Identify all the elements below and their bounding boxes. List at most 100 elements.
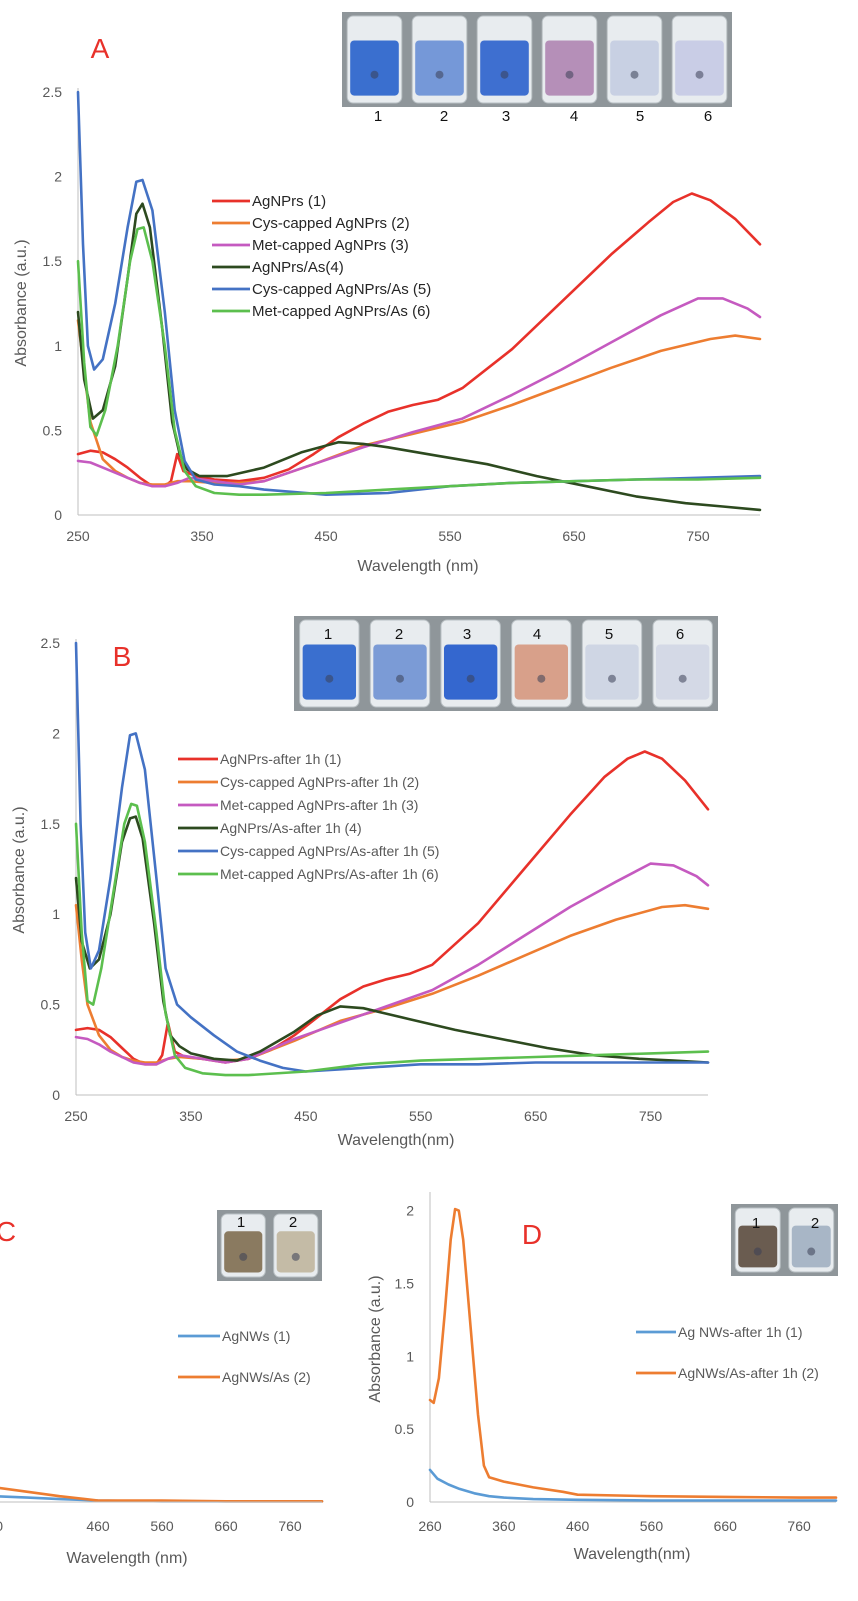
y-tick-label: 0.5 <box>41 997 61 1013</box>
vial-number: 1 <box>752 1215 760 1232</box>
legend-label-3: Met-capped AgNPrs (3) <box>252 237 409 254</box>
stir-bar <box>537 674 546 683</box>
stir-bar <box>565 70 574 79</box>
vial-number: 1 <box>374 108 382 125</box>
stir-bar <box>500 70 509 79</box>
vial-number: 2 <box>395 626 403 643</box>
y-tick-label: 1 <box>52 906 60 922</box>
x-tick-label: 450 <box>294 1108 318 1124</box>
y-tick-label: 0.5 <box>43 422 63 438</box>
vial-number: 3 <box>502 108 510 125</box>
vial-liquid <box>585 644 639 700</box>
y-tick-label: 2 <box>52 725 60 741</box>
x-tick-label: 350 <box>190 528 214 544</box>
vial-number: 5 <box>636 108 644 125</box>
inset-photo: 1 2 3 4 5 6 <box>294 616 718 711</box>
chart-panel-b: 0 0.5 1 1.5 2 2.5 250 350 450 550 650 750 Wavelength… <box>11 616 718 1149</box>
legend-label-2: Cys-capped AgNPrs (2) <box>252 215 410 232</box>
series-line-3 <box>74 862 710 1066</box>
inset-background <box>294 616 718 711</box>
y-axis-label: Absorbance (a.u.) <box>13 239 30 366</box>
x-axis-label: Wavelength (nm) <box>357 558 478 575</box>
x-tick-label: 750 <box>686 528 710 544</box>
series-line-2 <box>0 1486 324 1503</box>
legend: Ag NWs-after 1h (1) AgNWs/As-after 1h (2) <box>636 1324 819 1381</box>
panel-label: A <box>91 33 110 64</box>
legend-label-5: Cys-capped AgNPrs/As (5) <box>252 281 431 298</box>
x-axis-label: Wavelength (nm) <box>66 1550 187 1567</box>
legend-label-6: Met-capped AgNPrs/As (6) <box>252 303 430 320</box>
legend-label-1: AgNWs (1) <box>222 1328 290 1344</box>
series-line-2 <box>76 319 762 486</box>
y-tick-label: 1.5 <box>395 1275 415 1291</box>
vial-number: 4 <box>533 626 541 643</box>
stir-bar <box>466 674 475 683</box>
series-line-5 <box>74 641 710 1073</box>
x-tick-label: 760 <box>278 1518 302 1534</box>
vial-liquid <box>224 1231 263 1273</box>
vial-liquid <box>545 40 594 96</box>
x-axis-label: Wavelength(nm) <box>338 1132 455 1149</box>
legend: AgNWs (1) AgNWs/As (2) <box>178 1328 311 1385</box>
stir-bar <box>370 70 379 79</box>
vial-number: 2 <box>811 1215 819 1232</box>
legend: AgNPrs-after 1h (1) Cys-capped AgNPrs-aft… <box>178 751 439 882</box>
y-axis-label: Absorbance (a.u.) <box>367 1275 384 1402</box>
stir-bar <box>325 674 334 683</box>
series-line-1 <box>76 192 762 488</box>
vial-liquid <box>480 40 529 96</box>
stir-bar <box>695 70 704 79</box>
legend-label-2: Cys-capped AgNPrs-after 1h (2) <box>220 774 419 790</box>
legend-label-4: AgNPrs/As-after 1h (4) <box>220 820 362 836</box>
series-line-2 <box>428 1207 838 1499</box>
stir-bar <box>435 70 444 79</box>
chart-panel-d: 0 0.5 1 1.5 2 260 360 460 560 660 760 Wavelength(nm… <box>367 1192 838 1563</box>
legend-label-4: AgNPrs/As(4) <box>252 259 344 276</box>
stir-bar <box>678 674 687 683</box>
x-tick-label: 750 <box>639 1108 663 1124</box>
legend-label-6: Met-capped AgNPrs/As-after 1h (6) <box>220 866 439 882</box>
vial-number: 4 <box>570 108 578 125</box>
inset-background <box>342 12 732 107</box>
y-tick-label: 0 <box>406 1494 414 1510</box>
panel-label: D <box>522 1219 542 1250</box>
x-tick-label: 560 <box>640 1518 664 1534</box>
chart-panel-c: 4605606607600Wavelength (nm)AgNWs (1)AgN… <box>0 1210 324 1567</box>
y-tick-label: 0 <box>54 507 62 523</box>
y-axis-label: Absorbance (a.u.) <box>11 806 28 933</box>
y-tick-label: 2.5 <box>41 635 61 651</box>
x-tick-label: 460 <box>86 1518 110 1534</box>
legend-label-5: Cys-capped AgNPrs/As-after 1h (5) <box>220 843 439 859</box>
x-tick-label: 260 <box>418 1518 442 1534</box>
x-tick-label: 350 <box>179 1108 203 1124</box>
x-tick-label: 660 <box>714 1518 738 1534</box>
legend: AgNPrs (1) Cys-capped AgNPrs (2) Met-cappe… <box>212 193 431 320</box>
legend-label-1: Ag NWs-after 1h (1) <box>678 1324 802 1340</box>
legend-label-2: AgNWs/As (2) <box>222 1369 311 1385</box>
x-tick-label: 550 <box>438 528 462 544</box>
vial-liquid <box>514 644 569 700</box>
vial-number: 3 <box>463 626 471 643</box>
y-tick-label: 1 <box>406 1348 414 1364</box>
x-tick-label: 550 <box>409 1108 433 1124</box>
y-tick-label: 2.5 <box>43 84 63 100</box>
series-line-6 <box>76 226 762 496</box>
legend-label-3: Met-capped AgNPrs-after 1h (3) <box>220 797 418 813</box>
legend-label-1: AgNPrs (1) <box>252 193 326 210</box>
x-tick-label: 360 <box>492 1518 516 1534</box>
vial-liquid <box>415 40 464 96</box>
y-tick-label: 2 <box>406 1203 414 1219</box>
series-line-6 <box>74 802 710 1077</box>
vial-number: 2 <box>440 108 448 125</box>
vial-number: 2 <box>289 1214 297 1231</box>
stir-bar <box>630 70 639 79</box>
y-tick-label: 1 <box>54 338 62 354</box>
vial-liquid <box>276 1231 315 1273</box>
x-tick-label: 460 <box>566 1518 590 1534</box>
y-tick-label: 0.5 <box>395 1421 415 1437</box>
vial-number: 6 <box>704 108 712 125</box>
series-line-3 <box>76 297 762 488</box>
vial-liquid <box>302 644 357 700</box>
